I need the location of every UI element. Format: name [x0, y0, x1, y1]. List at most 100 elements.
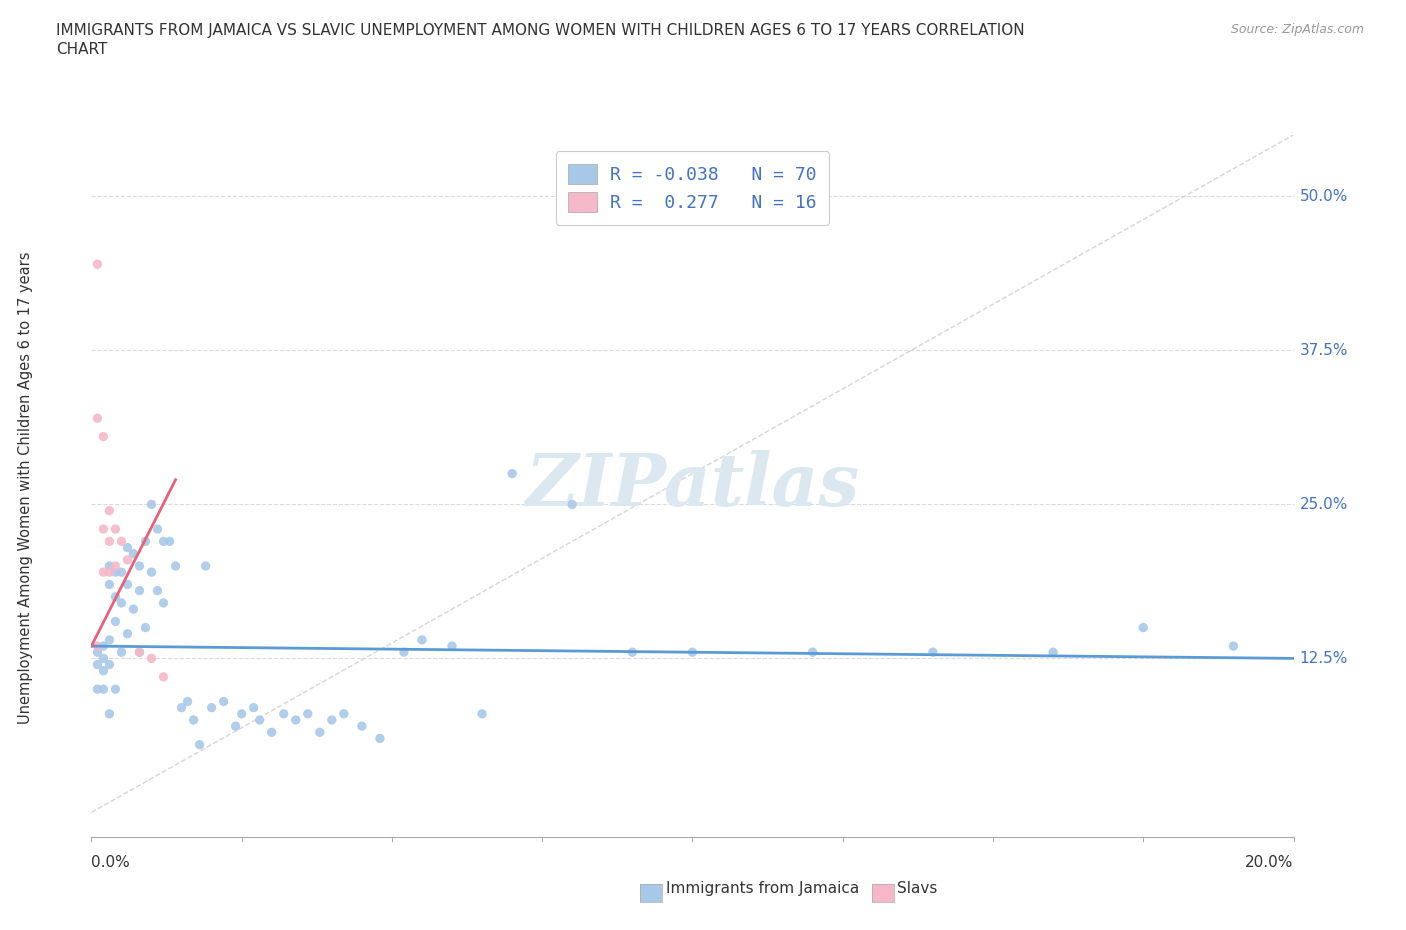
Point [411, 632, 433, 647]
Point [141, 497, 163, 512]
Point [225, 719, 247, 734]
Point [681, 644, 703, 659]
Point [128, 583, 150, 598]
Point [922, 644, 945, 659]
Point [104, 565, 127, 579]
Point [212, 694, 235, 709]
Point [194, 559, 217, 574]
Text: 50.0%: 50.0% [1299, 189, 1348, 204]
Point [93, 565, 115, 579]
Point [1042, 644, 1064, 659]
Point [152, 670, 174, 684]
Point [134, 620, 156, 635]
Point [117, 577, 139, 591]
Point [284, 712, 307, 727]
Point [170, 700, 193, 715]
Text: 12.5%: 12.5% [1299, 651, 1348, 666]
Point [308, 724, 330, 739]
Point [98, 707, 121, 722]
Text: 20.0%: 20.0% [1246, 855, 1294, 870]
Point [86, 411, 108, 426]
Point [146, 583, 169, 598]
Text: 0.0%: 0.0% [91, 855, 131, 870]
Point [152, 595, 174, 610]
Point [110, 565, 132, 579]
Point [86, 682, 108, 697]
Point [621, 644, 644, 659]
Point [104, 590, 127, 604]
Point [141, 565, 163, 579]
Point [1132, 620, 1154, 635]
Text: Source: ZipAtlas.com: Source: ZipAtlas.com [1230, 23, 1364, 36]
Point [321, 712, 343, 727]
Text: ZIPatlas: ZIPatlas [526, 450, 859, 522]
Point [333, 707, 356, 722]
Point [801, 644, 824, 659]
Point [183, 712, 205, 727]
Point [93, 430, 115, 445]
Point [104, 522, 127, 537]
Point [93, 651, 115, 666]
Point [98, 577, 121, 591]
Point [501, 466, 523, 481]
Legend: R = -0.038   N = 70, R =  0.277   N = 16: R = -0.038 N = 70, R = 0.277 N = 16 [555, 151, 830, 225]
Point [368, 731, 391, 746]
Point [392, 644, 415, 659]
Point [128, 559, 150, 574]
Text: IMMIGRANTS FROM JAMAICA VS SLAVIC UNEMPLOYMENT AMONG WOMEN WITH CHILDREN AGES 6 : IMMIGRANTS FROM JAMAICA VS SLAVIC UNEMPL… [56, 23, 1025, 38]
Point [98, 565, 121, 579]
Point [231, 707, 253, 722]
Point [104, 682, 127, 697]
Point [440, 639, 463, 654]
Point [146, 522, 169, 537]
Point [249, 712, 271, 727]
Point [86, 644, 108, 659]
Point [242, 700, 264, 715]
Point [122, 546, 145, 561]
Point [98, 534, 121, 549]
Point [117, 540, 139, 555]
Point [122, 602, 145, 617]
Point [561, 497, 583, 512]
Point [117, 552, 139, 567]
Point [104, 614, 127, 629]
Point [152, 534, 174, 549]
Point [93, 663, 115, 678]
Point [201, 700, 224, 715]
Point [86, 639, 108, 654]
Point [176, 694, 198, 709]
Point [86, 658, 108, 672]
Point [98, 632, 121, 647]
Point [273, 707, 295, 722]
Point [98, 658, 121, 672]
Point [297, 707, 319, 722]
Point [110, 534, 132, 549]
Text: Immigrants from Jamaica: Immigrants from Jamaica [666, 881, 859, 896]
Point [188, 737, 211, 752]
Text: Unemployment Among Women with Children Ages 6 to 17 years: Unemployment Among Women with Children A… [18, 252, 32, 724]
Point [159, 534, 181, 549]
Point [110, 595, 132, 610]
Point [93, 639, 115, 654]
Point [110, 644, 132, 659]
Text: CHART: CHART [56, 42, 108, 57]
Point [134, 534, 156, 549]
Point [165, 559, 187, 574]
Point [260, 724, 283, 739]
Point [128, 644, 150, 659]
Point [98, 559, 121, 574]
Point [128, 644, 150, 659]
Text: Slavs: Slavs [897, 881, 938, 896]
Point [86, 257, 108, 272]
Point [350, 719, 373, 734]
Point [1222, 639, 1244, 654]
Point [104, 559, 127, 574]
Text: 25.0%: 25.0% [1299, 497, 1348, 512]
Point [93, 682, 115, 697]
Text: 37.5%: 37.5% [1299, 343, 1348, 358]
Point [117, 626, 139, 641]
Point [98, 503, 121, 518]
Point [141, 651, 163, 666]
Point [471, 707, 494, 722]
Point [93, 522, 115, 537]
